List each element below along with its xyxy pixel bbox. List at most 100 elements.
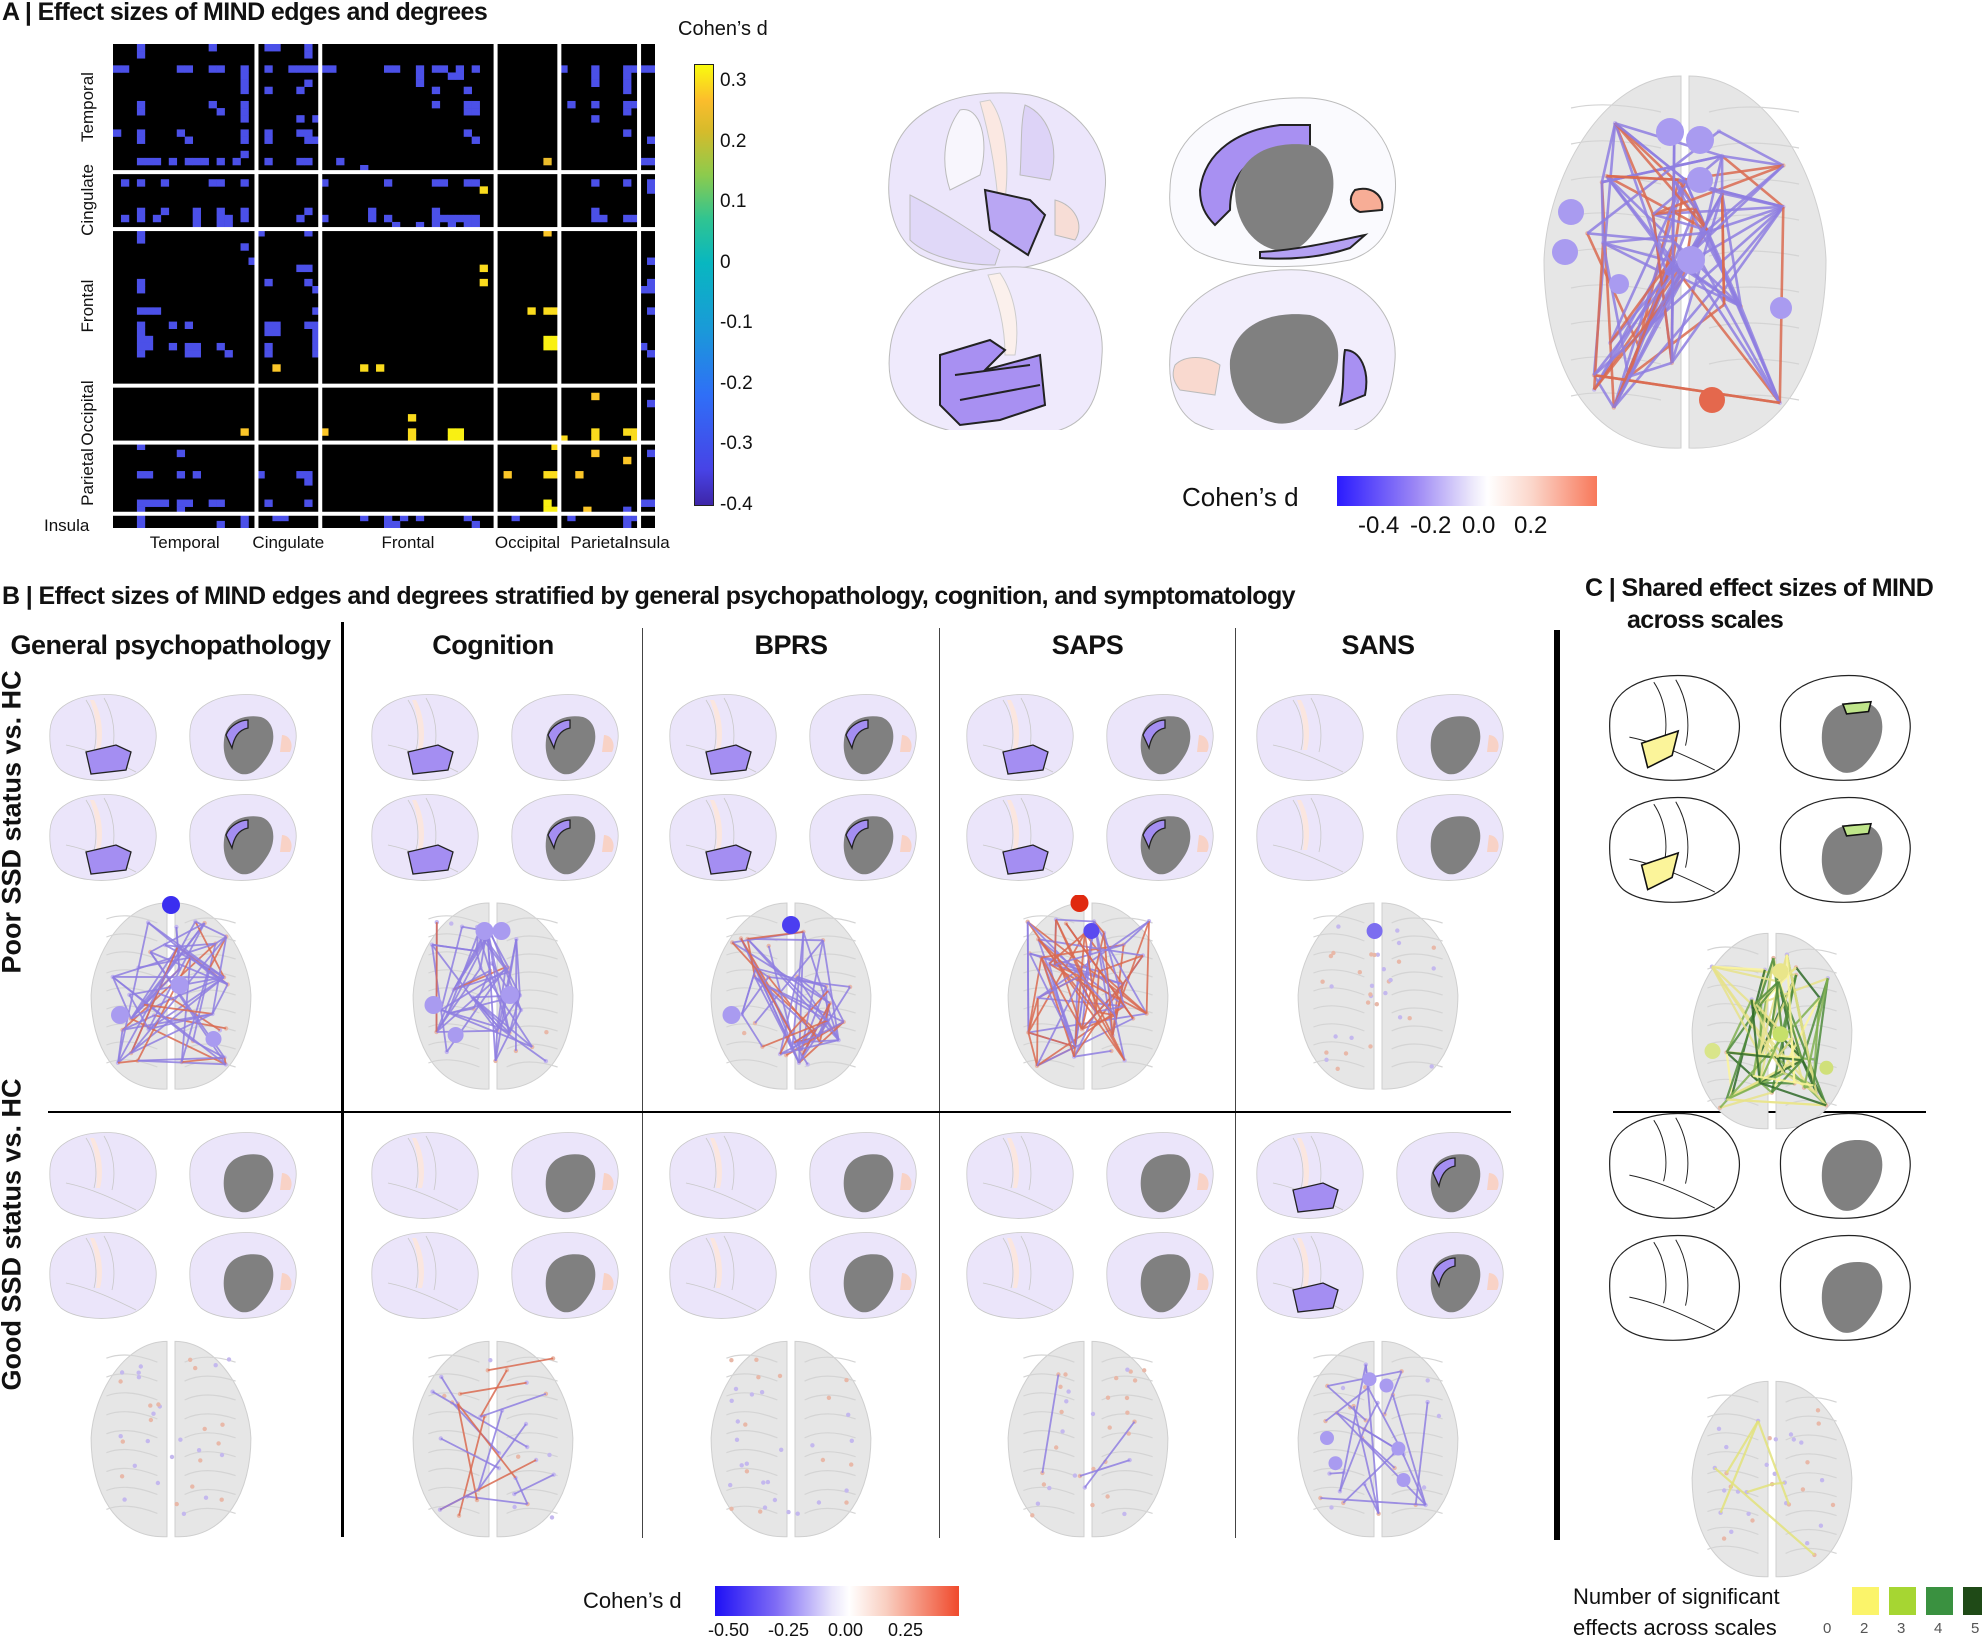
brain-hub-node (162, 896, 180, 914)
cortical-surfaces (368, 1128, 628, 1328)
heatmap-cell (225, 350, 233, 357)
brain-node (544, 1030, 548, 1034)
heatmap-cell (567, 101, 575, 108)
divider-row (48, 1111, 1511, 1113)
surface-legend-title: Cohen’s d (1182, 482, 1299, 513)
brain-hub-node (1363, 1372, 1377, 1386)
heatmap-cell (264, 129, 272, 136)
brain-node (1817, 1421, 1821, 1425)
brain-node (1125, 1368, 1129, 1372)
heatmap-cell (304, 500, 312, 507)
heatmap-cell (304, 322, 312, 329)
brain-node (1333, 1034, 1337, 1038)
heatmap-cell (288, 65, 296, 72)
heatmap-y-label: Frontal (78, 246, 98, 366)
heatmap-y-label: Insula (44, 516, 89, 536)
brain-node (178, 1438, 182, 1442)
right-hemisphere (1382, 903, 1458, 1089)
heatmap-cell (368, 215, 376, 222)
heatmap-cell (464, 215, 472, 222)
brain-node (1819, 1524, 1823, 1528)
brain-node (778, 1374, 782, 1378)
heatmap-cell (304, 137, 312, 144)
heatmap-cell (217, 215, 225, 222)
heatmap-cell (647, 400, 655, 407)
heatmap-group-divider-v (557, 44, 561, 528)
heatmap-cell (145, 471, 153, 478)
colorbar-tick-label: -0.2 (720, 373, 753, 395)
heatmap-cell (217, 65, 225, 72)
brain-node (729, 1507, 733, 1511)
heatmap-group-divider-h (113, 384, 655, 388)
heatmap-cell (456, 72, 464, 79)
brain-hub-node (111, 1006, 129, 1024)
heatmap-cell (264, 65, 272, 72)
column-header-cognition: Cognition (344, 630, 642, 661)
surface-medial-left (512, 1132, 618, 1218)
heatmap-cell (456, 428, 464, 435)
cortical-surfaces (666, 690, 926, 890)
heatmap-cell (432, 87, 440, 94)
heatmap-cell (169, 343, 177, 350)
brain-node (1831, 1503, 1835, 1507)
heatmap-cell (241, 65, 249, 72)
brain-node (118, 1434, 122, 1438)
heatmap-cell (241, 137, 249, 144)
heatmap-cell (193, 215, 201, 222)
heatmap-cell (647, 286, 655, 293)
brain-hub-node (1329, 1456, 1343, 1470)
brain-node (226, 1357, 230, 1361)
legend-swatch-label: 4 (1934, 1620, 1942, 1637)
cortical-surfaces (46, 690, 306, 890)
surface-medial-right (810, 1232, 916, 1318)
heatmap-x-label: Cingulate (238, 533, 338, 553)
brain-node (1375, 1002, 1379, 1006)
surface-lateral-left (1610, 675, 1740, 780)
heatmap-cell (623, 72, 631, 79)
brain-node (796, 1512, 800, 1516)
heatmap-cell (368, 208, 376, 215)
heatmap-cell (264, 343, 272, 350)
heatmap-cell (647, 158, 655, 165)
brain-node (122, 1497, 126, 1501)
surface-medial-right (512, 794, 618, 880)
cortical-surfaces (368, 690, 628, 890)
brain-edge (1037, 998, 1038, 1066)
brain-node (155, 1481, 159, 1485)
heatmap-cell (272, 322, 280, 329)
cortical-surfaces (666, 1128, 926, 1328)
brain-node (736, 1419, 740, 1423)
surface-lateral-left (49, 1132, 155, 1218)
legend-swatch-label: 2 (1860, 1620, 1868, 1637)
colorbar-tick-label: 0.1 (720, 191, 746, 213)
brain-node (810, 1443, 814, 1447)
heatmap-cell (241, 129, 249, 136)
glass-brain-network (706, 895, 876, 1095)
heatmap-cell (543, 336, 551, 343)
brain-node (846, 1413, 850, 1417)
brain-node (1432, 946, 1436, 950)
brain-node (1382, 967, 1386, 971)
heatmap-cell (137, 208, 145, 215)
brain-node (1320, 980, 1324, 984)
panel-b-legend-title: Cohen’s d (583, 1588, 682, 1614)
brain-node (743, 1422, 747, 1426)
brain-node (1105, 1396, 1109, 1400)
left-hemisphere (711, 1341, 787, 1536)
heatmap-cell (599, 215, 607, 222)
heatmap-cell (137, 129, 145, 136)
brain-hub-node (170, 976, 188, 994)
heatmap-group-divider-v (637, 44, 641, 528)
heatmap-cell (296, 65, 304, 72)
brain-node (1368, 992, 1372, 996)
cortical-surfaces (46, 1128, 306, 1328)
brain-node (1132, 1378, 1136, 1382)
heatmap-cell (328, 65, 336, 72)
surface-medial-left (1780, 1113, 1910, 1218)
surface-lateral-left (670, 694, 776, 780)
glass-brain (1692, 933, 1852, 1128)
surface-lateral-left (49, 694, 155, 780)
panel-b-cell-poor-saps (958, 690, 1218, 1110)
surface-lateral-right (372, 1232, 478, 1318)
brain-node (1805, 1460, 1809, 1464)
